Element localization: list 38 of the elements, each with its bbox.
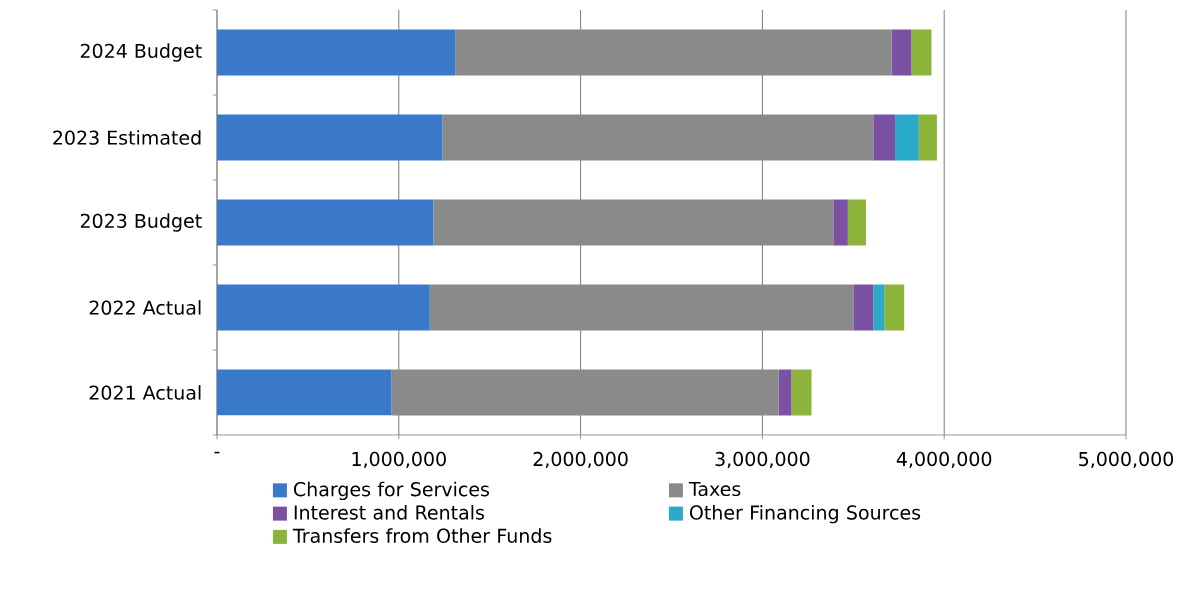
x-tick-label: 3,000,000 — [715, 451, 810, 469]
legend-label: Charges for Services — [294, 481, 489, 501]
x-tick-label: - — [214, 451, 220, 454]
bar — [873, 284, 885, 331]
legend-label: Transfers from Other Funds — [292, 528, 552, 543]
bar — [891, 29, 912, 76]
bar — [873, 114, 896, 161]
x-tick-label: 1,000,000 — [352, 451, 446, 469]
bar — [791, 369, 812, 416]
y-tick-label: 2024 Budget — [80, 43, 202, 62]
bar — [833, 199, 848, 246]
bar — [433, 199, 834, 246]
bar — [217, 114, 443, 161]
y-tick-label: 2021 Actual — [89, 385, 201, 400]
bar — [217, 369, 392, 416]
bar — [217, 199, 434, 246]
bar — [847, 199, 867, 246]
bar — [911, 29, 932, 76]
y-tick-label: 2023 Estimated — [53, 130, 201, 145]
bar — [853, 284, 874, 331]
x-tick-label: 5,000,000 — [1079, 451, 1174, 469]
y-tick-label: 2023 Budget — [80, 213, 202, 232]
legend-label: Other Financing Sources — [689, 504, 921, 524]
y-tick-label: 2022 Actual — [89, 300, 201, 315]
bar — [884, 284, 905, 331]
bar — [217, 29, 456, 76]
bar — [217, 284, 430, 331]
bar — [391, 369, 779, 416]
bar — [895, 114, 919, 161]
bar — [455, 29, 892, 76]
bar — [429, 284, 854, 331]
legend-label: Taxes — [688, 481, 741, 497]
bar — [778, 369, 792, 416]
x-tick-label: 2,000,000 — [533, 451, 628, 469]
legend-label: Interest and Rentals — [294, 504, 484, 520]
bar — [918, 114, 937, 161]
x-tick-label: 4,000,000 — [896, 451, 992, 469]
bar — [442, 114, 874, 161]
